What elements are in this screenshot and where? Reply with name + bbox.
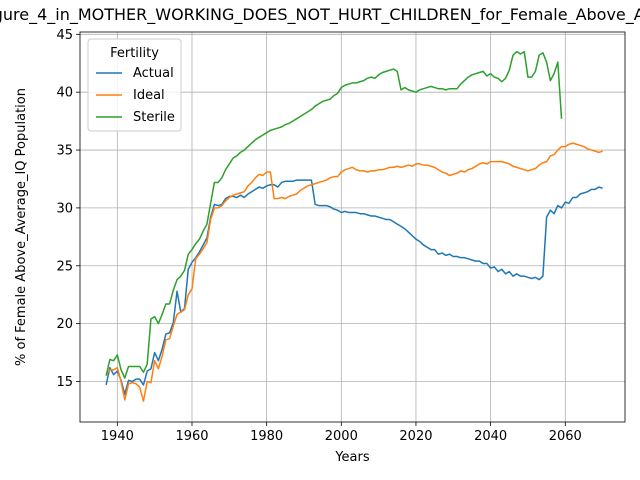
series-line-ideal (105, 142, 603, 402)
y-tick-label: 40 (56, 86, 73, 101)
series-line-actual (105, 179, 603, 395)
legend-label-actual: Actual (133, 66, 174, 81)
x-tick-label: 1940 (101, 429, 134, 444)
plot-frame (79, 31, 626, 423)
x-tick-label: 1980 (250, 429, 283, 444)
legend-box (87, 38, 182, 132)
y-tick-label: 35 (56, 144, 73, 159)
y-tick-label: 20 (56, 317, 73, 332)
x-tick-label: 2060 (549, 429, 582, 444)
legend-entries: Actual Ideal Sterile (96, 66, 175, 125)
chart-title: Figure_4_in_MOTHER_WORKING_DOES_NOT_HURT… (0, 5, 640, 25)
y-tick-label: 25 (56, 259, 73, 274)
legend-label-ideal: Ideal (133, 88, 165, 103)
x-axis-ticks: 1940 1960 1980 2000 2020 2040 2060 (101, 422, 582, 444)
y-tick-label: 45 (56, 28, 73, 43)
x-tick-label: 1960 (175, 429, 208, 444)
legend-label-sterile: Sterile (133, 110, 175, 125)
x-tick-label: 2000 (325, 429, 358, 444)
legend: Fertility Actual Ideal Sterile (87, 38, 182, 132)
series-line-sterile (105, 50, 563, 379)
x-axis-label: Years (334, 450, 370, 465)
y-tick-label: 30 (56, 201, 73, 216)
y-axis-label: % of Female Above_Average_IQ Population (14, 88, 29, 366)
x-tick-label: 2040 (474, 429, 507, 444)
y-axis-ticks: 15 20 25 30 35 40 45 (56, 28, 80, 390)
grid-lines (80, 32, 625, 422)
legend-title: Fertility (110, 46, 159, 61)
y-tick-label: 15 (56, 375, 73, 390)
plot-lines (105, 50, 603, 402)
x-tick-label: 2020 (399, 429, 432, 444)
